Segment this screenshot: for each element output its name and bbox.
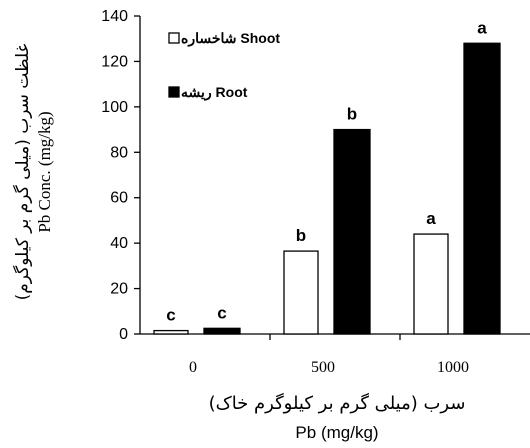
- x-tick-label: 1000: [437, 359, 469, 376]
- x-tick-label: 500: [311, 359, 335, 376]
- bar-shoot: [413, 233, 449, 335]
- significance-letter: a: [477, 18, 487, 37]
- x-axis-title-en: Pb (mg/kg): [295, 423, 378, 442]
- x-axis-title-fa: سرب (میلی گرم بر کیلوگرم خاک): [209, 392, 466, 414]
- bar-root: [333, 128, 371, 335]
- x-tick-label: 0: [189, 359, 197, 376]
- plot-area: 0 20 40 60 80 100 120 140 0 c c 500 b b 1000 a a: [101, 8, 530, 376]
- bar-shoot: [283, 250, 319, 335]
- y-tick-label: 40: [110, 235, 128, 252]
- y-axis-title-fa: غلظت سرب (میلی گرم بر کیلوگرم): [12, 43, 33, 300]
- bar-root: [463, 42, 501, 335]
- y-tick-label: 0: [119, 326, 128, 343]
- legend: شاخساره Shoot ریشه Root: [168, 30, 280, 101]
- y-tick-label: 80: [110, 144, 128, 161]
- bar-root: [203, 327, 241, 335]
- y-tick-label: 60: [110, 190, 128, 207]
- bar-shoot: [153, 329, 189, 335]
- y-tick-label: 20: [110, 281, 128, 298]
- legend-label-shoot: شاخساره Shoot: [181, 30, 280, 47]
- legend-swatch-shoot: [168, 32, 180, 44]
- y-axis-title-en: Pb Conc. (mg/kg): [35, 111, 54, 232]
- y-tick-label: 100: [101, 99, 128, 116]
- significance-letter: c: [217, 303, 226, 322]
- y-tick-label: 120: [101, 53, 128, 70]
- significance-letter: c: [166, 306, 175, 325]
- significance-letter: a: [426, 209, 436, 228]
- significance-letter: b: [296, 226, 306, 245]
- significance-letter: b: [347, 105, 357, 124]
- legend-swatch-root: [168, 86, 180, 98]
- legend-label-root: ریشه Root: [181, 84, 248, 101]
- y-tick-label: 140: [101, 8, 128, 25]
